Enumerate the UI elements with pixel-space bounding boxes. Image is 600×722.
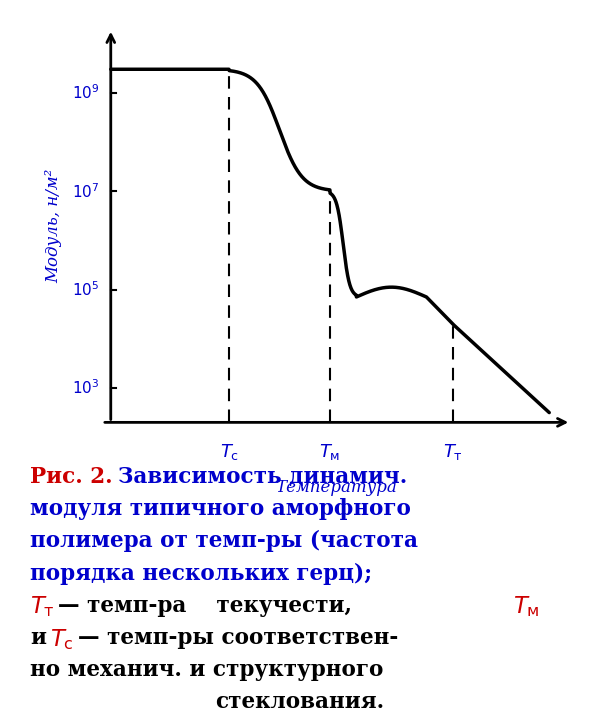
Text: — темп-ра    текучести,: — темп-ра текучести, [58,594,352,617]
Text: $\mathit{T}_{\mathsf{м}}$: $\mathit{T}_{\mathsf{м}}$ [319,442,341,462]
Text: модуля типичного аморфного: модуля типичного аморфного [30,498,411,521]
Text: $\mathit{T}_{\mathsf{м}}$: $\mathit{T}_{\mathsf{м}}$ [513,594,540,619]
Text: — темп-ры соответствен-: — темп-ры соответствен- [78,627,398,648]
Text: $\mathit{T}_{\mathsf{т}}$: $\mathit{T}_{\mathsf{т}}$ [30,594,55,619]
Text: $10^5$: $10^5$ [73,280,100,299]
Text: полимера от темп-ры (частота: полимера от темп-ры (частота [30,531,418,552]
Text: Рис. 2.: Рис. 2. [30,466,113,488]
Text: $10^7$: $10^7$ [73,182,100,201]
Text: и: и [30,627,46,648]
Text: Зависимость динамич.: Зависимость динамич. [118,466,407,488]
Text: но механич. и структурного: но механич. и структурного [30,658,383,681]
Text: стеклования.: стеклования. [215,691,385,713]
Text: порядка нескольких герц);: порядка нескольких герц); [30,562,372,585]
Text: $10^9$: $10^9$ [72,84,100,103]
Text: $\mathit{T}_{\mathsf{т}}$: $\mathit{T}_{\mathsf{т}}$ [443,442,463,462]
Text: Температура: Температура [276,479,397,496]
Text: $10^3$: $10^3$ [73,378,100,397]
Text: $\mathit{T}_{\mathsf{с}}$: $\mathit{T}_{\mathsf{с}}$ [50,627,74,651]
Text: $\mathit{T}_{\mathsf{c}}$: $\mathit{T}_{\mathsf{c}}$ [220,442,239,462]
Text: Модуль, н/м²: Модуль, н/м² [45,168,62,283]
